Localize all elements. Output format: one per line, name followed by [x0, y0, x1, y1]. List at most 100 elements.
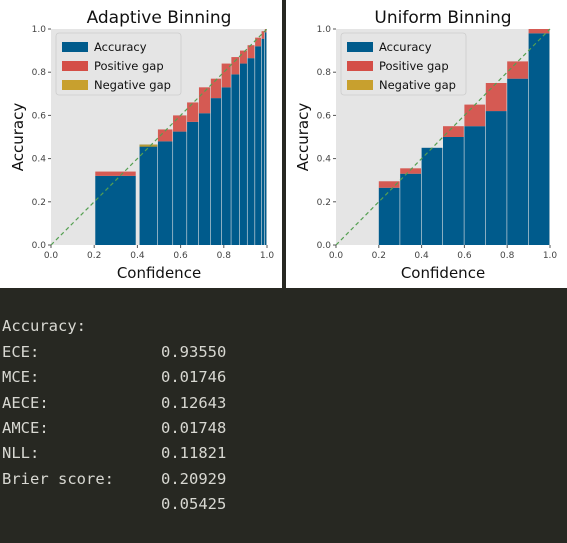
x-tick-label: 0.6 [173, 251, 188, 261]
y-tick-label: 0.8 [32, 68, 47, 78]
metric-value: 0.05425 [161, 495, 227, 514]
accuracy-bar [221, 87, 231, 245]
positive-gap-bar [198, 87, 211, 114]
metric-value: 0.93550 [161, 342, 227, 361]
positive-gap-bar [464, 104, 486, 127]
positive-gap-bar [443, 126, 464, 137]
y-tick-label: 0.0 [32, 241, 47, 251]
positive-gap-bar [157, 129, 173, 142]
accuracy-bar [173, 131, 187, 245]
metric-row: ECE: 0.01746 [2, 314, 562, 386]
plots-strip: 0.0 0.2 0.4 0.6 0.8 1.0 0.0 0.2 0.4 0.6 0.8 1.0 Adap… [0, 0, 567, 289]
positive-gap-bar [528, 29, 550, 34]
metric-row: NLL: 0.20929 [2, 416, 562, 487]
accuracy-bar [400, 173, 421, 245]
accuracy-bar [139, 144, 158, 245]
y-tick-label: 0.4 [317, 155, 332, 165]
x-axis-label: Confidence [401, 264, 485, 282]
positive-gap-bar [173, 115, 187, 132]
accuracy-bar [255, 46, 261, 245]
positive-gap-bar [95, 171, 136, 176]
accuracy-bar [485, 111, 507, 245]
legend: Accuracy Positive gap Negative gap [340, 32, 467, 96]
uniform-binning-chart: 0.0 0.2 0.4 0.6 0.8 1.0 0.0 0.2 0.4 0.6 0.8 1.0 Unif… [294, 8, 558, 282]
x-tick-label: 0.0 [44, 251, 59, 261]
legend-swatch-negative-gap [62, 80, 88, 90]
metrics-output: Accuracy: 0.93550 ECE: 0.01746 MCE: 0.12… [2, 289, 562, 513]
positive-gap-bar [247, 45, 255, 59]
metric-value: 0.20929 [161, 469, 227, 488]
accuracy-bar [210, 98, 222, 246]
y-axis-label: Accuracy [9, 103, 27, 172]
metric-label: ECE: [2, 342, 40, 361]
metric-label: AECE: [2, 393, 49, 412]
accuracy-bar [261, 38, 265, 245]
accuracy-bar [198, 113, 211, 246]
x-tick-label: 0.2 [372, 251, 386, 261]
accuracy-bar [157, 141, 173, 245]
positive-gap-bar [400, 168, 421, 174]
metric-value: 0.01746 [161, 368, 227, 387]
accuracy-bar [507, 78, 528, 246]
positive-gap-bar [221, 63, 231, 88]
x-tick-label: 1.0 [260, 251, 275, 261]
y-tick-label: 0.8 [317, 68, 332, 78]
metric-label: Brier score: [2, 469, 114, 488]
diagonal-reference-line [335, 28, 551, 246]
legend-swatch-positive-gap [347, 61, 373, 71]
metric-label: Accuracy: [2, 317, 86, 336]
x-tick-label: 0.0 [329, 251, 344, 261]
positive-gap-bar [378, 181, 400, 188]
accuracy-bar [95, 175, 136, 245]
y-tick-label: 1.0 [32, 25, 47, 35]
diagonal-reference-line [50, 28, 268, 246]
legend-swatch-accuracy [62, 42, 88, 52]
x-tick-label: 1.0 [543, 251, 558, 261]
positive-gap-bar [507, 61, 528, 79]
accuracy-bar [231, 74, 240, 245]
legend-label: Negative gap [379, 78, 456, 92]
legend-label: Accuracy [94, 40, 147, 54]
positive-gap-bar [210, 78, 222, 99]
legend-swatch-negative-gap [347, 80, 373, 90]
y-tick-label: 0.2 [32, 198, 46, 208]
positive-gap-bar [485, 83, 507, 112]
y-tick-label: 0.0 [317, 241, 332, 251]
x-tick-label: 0.8 [500, 251, 515, 261]
x-tick-label: 0.2 [87, 251, 101, 261]
y-tick-label: 0.6 [317, 111, 332, 121]
positive-gap-bar [240, 50, 247, 64]
accuracy-bar [443, 137, 464, 245]
adaptive-binning-figure: 0.0 0.2 0.4 0.6 0.8 1.0 0.0 0.2 0.4 0.6 0.8 1.0 Adap… [0, 0, 282, 288]
metric-row: AMCE: 0.11821 [2, 391, 562, 462]
accuracy-bar [240, 63, 247, 246]
positive-gap-bar [255, 37, 261, 47]
x-tick-label: 0.6 [457, 251, 472, 261]
legend-label: Positive gap [379, 59, 449, 73]
y-tick-label: 0.6 [32, 111, 47, 121]
accuracy-bar [464, 126, 486, 245]
y-tick-label: 0.2 [317, 198, 331, 208]
legend-swatch-accuracy [347, 42, 373, 52]
x-tick-label: 0.4 [414, 251, 429, 261]
legend-swatch-positive-gap [62, 61, 88, 71]
y-tick-label: 1.0 [317, 25, 332, 35]
accuracy-bar [528, 33, 550, 245]
metric-value: 0.01748 [161, 418, 227, 437]
metric-row: AECE: 0.01748 [2, 365, 562, 437]
y-tick-label: 0.4 [32, 155, 47, 165]
accuracy-bar [378, 187, 400, 245]
accuracy-bar [264, 32, 267, 245]
positive-gap-bar [187, 102, 199, 122]
metric-row: Brier score: 0.05425 [2, 441, 562, 513]
accuracy-bar [421, 147, 443, 245]
negative-gap-bar [139, 144, 158, 147]
chart-title: Adaptive Binning [87, 8, 232, 28]
legend: Accuracy Positive gap Negative gap [55, 32, 182, 96]
x-axis-label: Confidence [117, 264, 201, 282]
positive-gap-bar [231, 57, 240, 75]
metric-label: AMCE: [2, 418, 49, 437]
positive-gap-bar [261, 31, 265, 39]
metric-value: 0.12643 [161, 393, 227, 412]
x-tick-label: 0.4 [130, 251, 145, 261]
